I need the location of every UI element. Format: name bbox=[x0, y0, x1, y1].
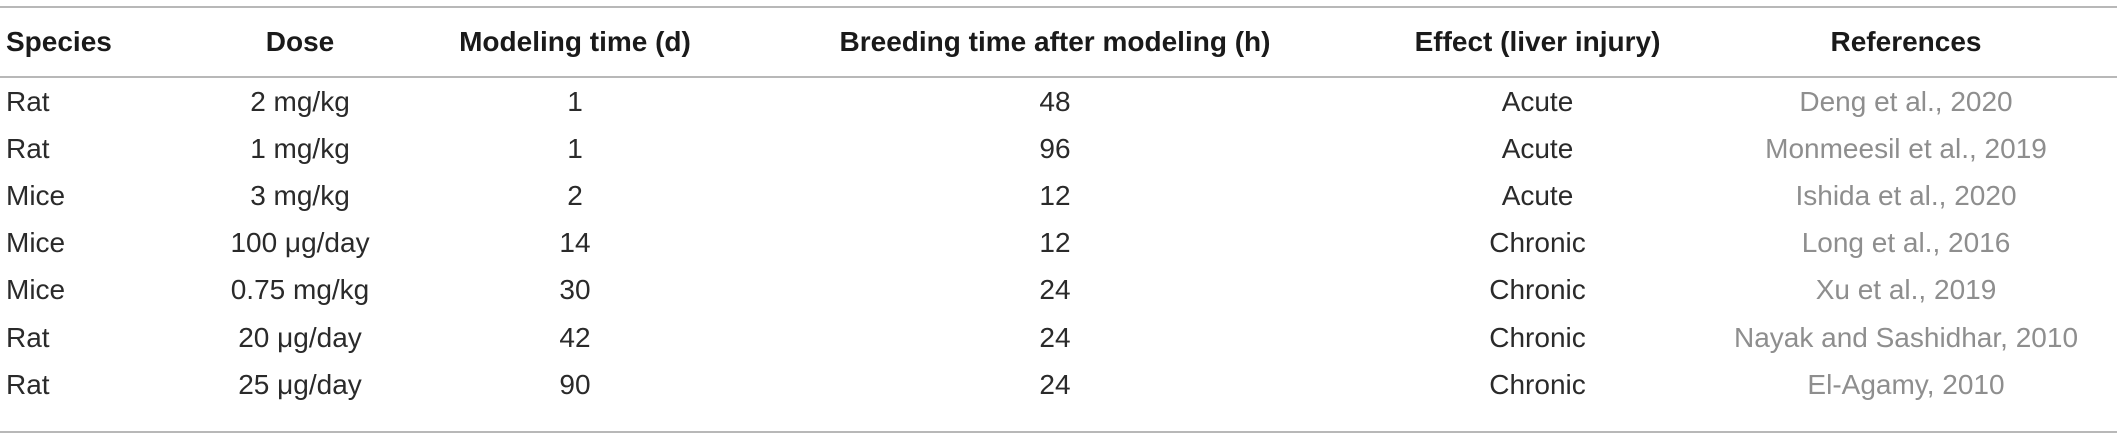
table-bottom-rule bbox=[0, 431, 2117, 433]
cell-modeling-time: 14 bbox=[559, 227, 591, 259]
cell-reference-link[interactable]: Monmeesil et al., 2019 bbox=[1765, 132, 2047, 164]
cell-modeling-time: 2 bbox=[567, 179, 583, 211]
cell-effect: Acute bbox=[1501, 85, 1574, 117]
cell-effect: Acute bbox=[1501, 179, 1574, 211]
cell-breeding-time: 96 bbox=[1039, 132, 1071, 164]
table-row: Mice 0.75 mg/kg 30 24 Chronic Xu et al.,… bbox=[0, 267, 2117, 314]
table-row: Mice 100 μg/day 14 12 Chronic Long et al… bbox=[0, 220, 2117, 267]
cell-species: Rat bbox=[6, 368, 50, 400]
cell-modeling-time: 42 bbox=[559, 321, 591, 353]
cell-effect: Acute bbox=[1501, 132, 1574, 164]
cell-effect: Chronic bbox=[1489, 274, 1586, 306]
column-header-breeding-time: Breeding time after modeling (h) bbox=[839, 26, 1271, 57]
cell-reference-link[interactable]: Deng et al., 2020 bbox=[1799, 85, 2013, 117]
cell-reference-link[interactable]: Ishida et al., 2020 bbox=[1795, 179, 2017, 211]
cell-dose: 20 μg/day bbox=[238, 321, 362, 353]
cell-dose: 0.75 mg/kg bbox=[230, 274, 370, 306]
table-header-row: Species Dose Modeling time (d) Breeding … bbox=[0, 8, 2117, 76]
cell-dose: 3 mg/kg bbox=[250, 179, 350, 211]
cell-dose: 100 μg/day bbox=[230, 227, 370, 259]
cell-reference-link[interactable]: Xu et al., 2019 bbox=[1815, 274, 1997, 306]
cell-modeling-time: 30 bbox=[559, 274, 591, 306]
cell-reference-link[interactable]: Nayak and Sashidhar, 2010 bbox=[1733, 321, 2079, 353]
cell-modeling-time: 1 bbox=[567, 132, 583, 164]
cell-species: Rat bbox=[6, 132, 50, 164]
cell-breeding-time: 12 bbox=[1039, 179, 1071, 211]
table-top-rule bbox=[0, 6, 2117, 8]
liver-injury-model-table: Species Dose Modeling time (d) Breeding … bbox=[0, 8, 2117, 408]
cell-breeding-time: 24 bbox=[1039, 368, 1071, 400]
cell-modeling-time: 90 bbox=[559, 368, 591, 400]
table-row: Rat 25 μg/day 90 24 Chronic El-Agamy, 20… bbox=[0, 361, 2117, 408]
cell-effect: Chronic bbox=[1489, 227, 1586, 259]
cell-reference-link[interactable]: Long et al., 2016 bbox=[1801, 227, 2011, 259]
column-header-dose: Dose bbox=[265, 26, 335, 57]
table-header-rule bbox=[0, 76, 2117, 78]
cell-breeding-time: 48 bbox=[1039, 85, 1071, 117]
cell-reference-link[interactable]: El-Agamy, 2010 bbox=[1807, 368, 2005, 400]
table-row: Rat 1 mg/kg 1 96 Acute Monmeesil et al.,… bbox=[0, 125, 2117, 172]
cell-species: Mice bbox=[6, 179, 66, 211]
cell-species: Rat bbox=[6, 85, 50, 117]
cell-dose: 2 mg/kg bbox=[250, 85, 350, 117]
cell-species: Mice bbox=[6, 274, 66, 306]
cell-breeding-time: 12 bbox=[1039, 227, 1071, 259]
table-row: Rat 2 mg/kg 1 48 Acute Deng et al., 2020 bbox=[0, 76, 2117, 125]
cell-breeding-time: 24 bbox=[1039, 274, 1071, 306]
table-row: Rat 20 μg/day 42 24 Chronic Nayak and Sa… bbox=[0, 314, 2117, 361]
column-header-references: References bbox=[1830, 26, 1982, 57]
column-header-modeling-time: Modeling time (d) bbox=[459, 26, 691, 57]
table-row: Mice 3 mg/kg 2 12 Acute Ishida et al., 2… bbox=[0, 172, 2117, 219]
cell-effect: Chronic bbox=[1489, 321, 1586, 353]
cell-modeling-time: 1 bbox=[567, 85, 583, 117]
column-header-species: Species bbox=[6, 26, 112, 57]
column-header-effect: Effect (liver injury) bbox=[1414, 26, 1661, 57]
cell-breeding-time: 24 bbox=[1039, 321, 1071, 353]
cell-dose: 1 mg/kg bbox=[250, 132, 350, 164]
cell-effect: Chronic bbox=[1489, 368, 1586, 400]
cell-species: Rat bbox=[6, 321, 50, 353]
cell-species: Mice bbox=[6, 227, 66, 259]
cell-dose: 25 μg/day bbox=[238, 368, 362, 400]
